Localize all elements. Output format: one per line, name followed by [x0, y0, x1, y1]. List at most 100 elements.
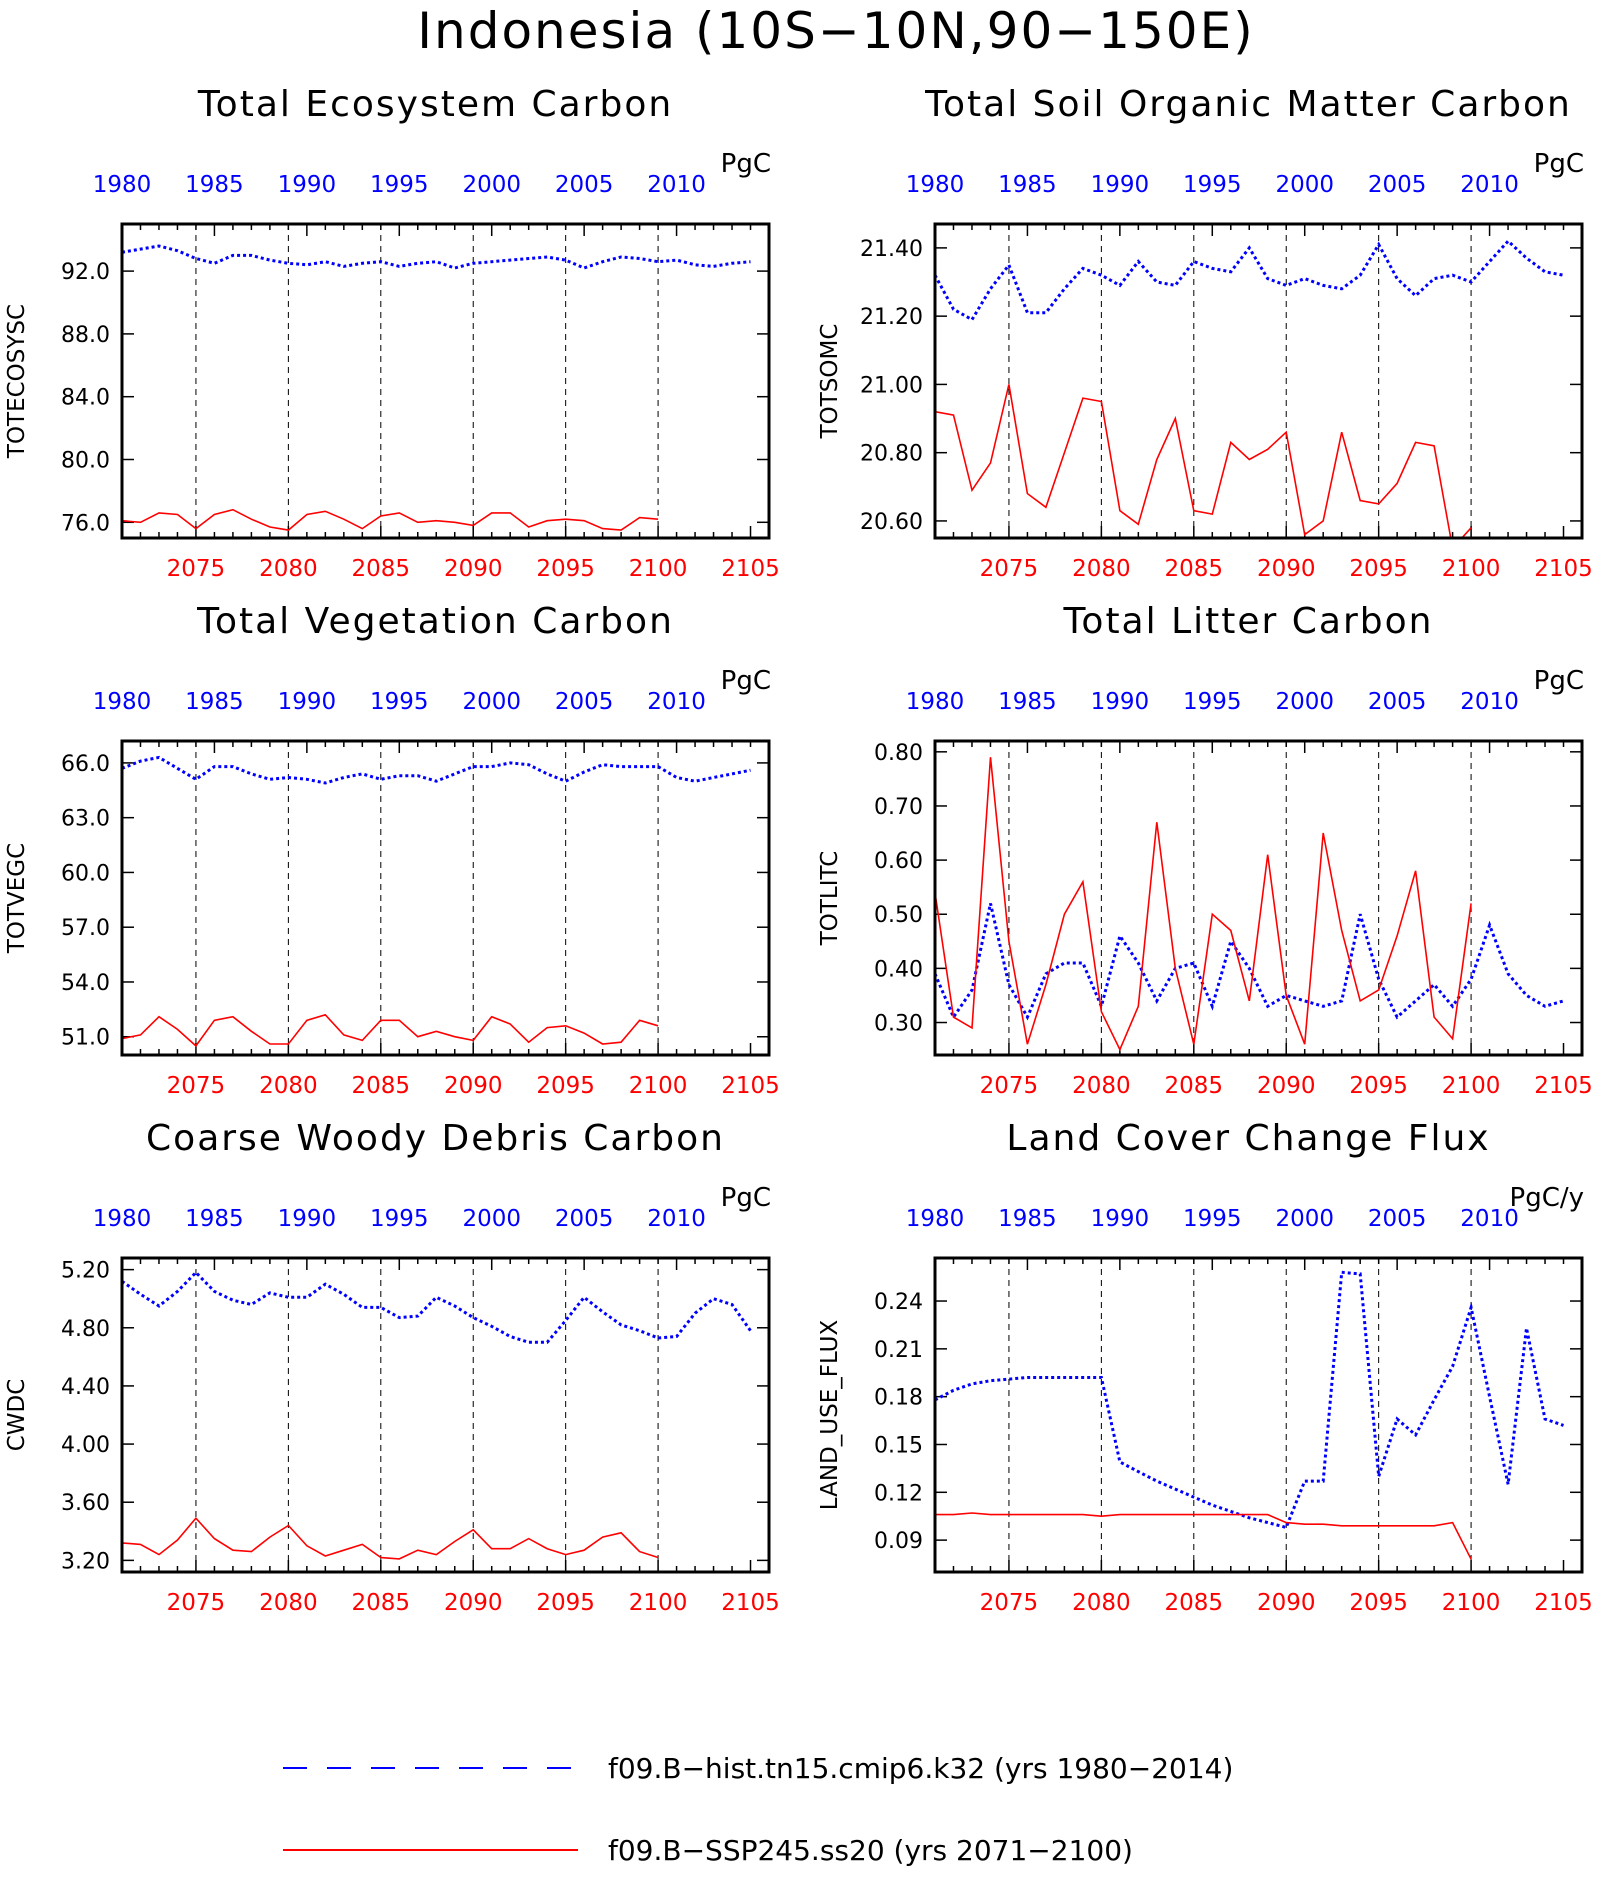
- y-tick-label: 0.60: [874, 849, 923, 874]
- series-line-hist: [122, 1270, 752, 1344]
- chart-panel: Total Vegetation Carbon PgC TOTVEGC 2075 208…: [4, 601, 780, 1099]
- x-bottom-tick-label: 2080: [1072, 556, 1131, 582]
- chart-panel: Coarse Woody Debris Carbon PgC CWDC 2075 208…: [4, 1118, 780, 1616]
- x-top-tick-label: 1990: [278, 689, 337, 715]
- chart-panel: Total Litter Carbon PgC TOTLITC 2075 2080 208…: [817, 601, 1593, 1099]
- x-bottom-tick-label: 2085: [352, 556, 411, 582]
- y-tick-label: 51.0: [61, 1026, 110, 1051]
- y-tick-label: 4.80: [61, 1317, 110, 1342]
- x-top-tick-label: 1985: [998, 689, 1057, 715]
- x-top-tick-label: 1980: [93, 172, 152, 198]
- x-bottom-tick-label: 2085: [1165, 1590, 1224, 1616]
- plot-frame: [120, 222, 771, 540]
- x-top-tick-label: 1985: [998, 1206, 1057, 1232]
- x-bottom-tick-label: 2090: [444, 556, 503, 582]
- y-axis-label: TOTVEGC: [4, 843, 30, 954]
- y-axis-label: TOTECOSYSC: [4, 304, 30, 459]
- x-bottom-tick-label: 2075: [167, 1590, 226, 1616]
- chart-title: Total Ecosystem Carbon: [197, 84, 673, 125]
- y-tick-label: 0.70: [874, 795, 923, 820]
- x-top-tick-label: 1990: [1091, 172, 1150, 198]
- x-top-tick-label: 2000: [1275, 1206, 1334, 1232]
- x-top-tick-label: 2005: [555, 1206, 614, 1232]
- x-top-tick-label: 2005: [1368, 1206, 1427, 1232]
- x-bottom-tick-label: 2085: [352, 1590, 411, 1616]
- chart-panel: Land Cover Change Flux PgC/y LAND_USE_FLUX…: [817, 1118, 1593, 1616]
- series-line-hist: [935, 1270, 1564, 1530]
- figure-title: Indonesia (10S−10N,90−150E): [417, 2, 1254, 60]
- chart-title: Total Vegetation Carbon: [196, 601, 674, 642]
- x-bottom-tick-label: 2100: [629, 1590, 688, 1616]
- x-top-tick-label: 1990: [1091, 1206, 1150, 1232]
- plot-frame: [933, 1256, 1584, 1574]
- y-tick-label: 92.0: [61, 260, 110, 285]
- y-tick-label: 21.00: [860, 373, 923, 398]
- x-top-tick-label: 2000: [1275, 689, 1334, 715]
- x-bottom-tick-label: 2080: [259, 1590, 318, 1616]
- y-tick-label: 88.0: [61, 323, 110, 348]
- x-bottom-tick-label: 2075: [980, 1590, 1039, 1616]
- x-bottom-tick-label: 2075: [167, 1073, 226, 1099]
- plot-frame: [933, 739, 1584, 1057]
- x-bottom-tick-label: 2090: [444, 1590, 503, 1616]
- x-top-tick-label: 1995: [370, 689, 429, 715]
- x-bottom-tick-label: 2100: [1442, 1590, 1501, 1616]
- x-bottom-tick-label: 2090: [1257, 556, 1316, 582]
- x-bottom-tick-label: 2105: [1534, 556, 1593, 582]
- y-tick-label: 0.40: [874, 957, 923, 982]
- y-axis-label: CWDC: [4, 1379, 30, 1452]
- x-top-tick-label: 2000: [1275, 172, 1334, 198]
- x-bottom-tick-label: 2095: [536, 1073, 595, 1099]
- chart-panel: Total Ecosystem Carbon PgC TOTECOSYSC 2075 2…: [4, 84, 780, 582]
- y-tick-label: 84.0: [61, 386, 110, 411]
- y-tick-label: 0.50: [874, 903, 923, 928]
- x-top-tick-label: 1995: [1183, 172, 1242, 198]
- y-tick-label: 3.60: [61, 1491, 110, 1516]
- chart-title: Coarse Woody Debris Carbon: [146, 1118, 725, 1159]
- x-bottom-tick-label: 2105: [1534, 1073, 1593, 1099]
- y-tick-label: 21.40: [860, 237, 923, 262]
- chart-title: Total Litter Carbon: [1063, 601, 1434, 642]
- x-top-tick-label: 1980: [93, 1206, 152, 1232]
- x-top-tick-label: 1990: [278, 1206, 337, 1232]
- legend: f09.B−hist.tn15.cmip6.k32 (yrs 1980−2014…: [283, 1752, 1233, 1867]
- x-bottom-tick-label: 2085: [1165, 556, 1224, 582]
- x-bottom-tick-label: 2100: [1442, 1073, 1501, 1099]
- x-bottom-tick-label: 2075: [980, 556, 1039, 582]
- panels: Total Ecosystem Carbon PgC TOTECOSYSC 2075 2…: [4, 84, 1593, 1616]
- x-top-tick-label: 1995: [1183, 1206, 1242, 1232]
- units-label: PgC/y: [1510, 1183, 1584, 1213]
- plot-frame: [933, 222, 1584, 540]
- y-tick-label: 0.24: [874, 1290, 923, 1315]
- x-bottom-tick-label: 2090: [444, 1073, 503, 1099]
- x-bottom-tick-label: 2105: [721, 1590, 780, 1616]
- chart-title: Land Cover Change Flux: [1006, 1118, 1490, 1159]
- x-bottom-tick-label: 2085: [1165, 1073, 1224, 1099]
- units-label: PgC: [721, 666, 771, 696]
- plot-frame: [120, 1256, 771, 1574]
- x-top-tick-label: 2005: [555, 689, 614, 715]
- x-top-tick-label: 1985: [998, 172, 1057, 198]
- x-top-tick-label: 1990: [278, 172, 337, 198]
- x-bottom-tick-label: 2105: [721, 556, 780, 582]
- x-bottom-tick-label: 2080: [259, 1073, 318, 1099]
- y-tick-label: 5.20: [61, 1259, 110, 1284]
- y-tick-label: 0.80: [874, 741, 923, 766]
- x-top-tick-label: 2010: [1460, 172, 1519, 198]
- legend-label-ssp: f09.B−SSP245.ss20 (yrs 2071−2100): [608, 1834, 1133, 1867]
- y-tick-label: 0.30: [874, 1012, 923, 1037]
- x-bottom-tick-label: 2105: [1534, 1590, 1593, 1616]
- y-tick-label: 57.0: [61, 916, 110, 941]
- x-bottom-tick-label: 2075: [167, 556, 226, 582]
- x-bottom-tick-label: 2095: [1349, 1073, 1408, 1099]
- y-tick-label: 0.18: [874, 1386, 923, 1411]
- x-bottom-tick-label: 2080: [1072, 1590, 1131, 1616]
- x-top-tick-label: 2010: [647, 689, 706, 715]
- plot-frame: [120, 739, 771, 1057]
- x-bottom-tick-label: 2105: [721, 1073, 780, 1099]
- y-tick-label: 54.0: [61, 971, 110, 996]
- x-bottom-tick-label: 2090: [1257, 1073, 1316, 1099]
- series-line-ssp: [935, 384, 1472, 538]
- x-top-tick-label: 2005: [555, 172, 614, 198]
